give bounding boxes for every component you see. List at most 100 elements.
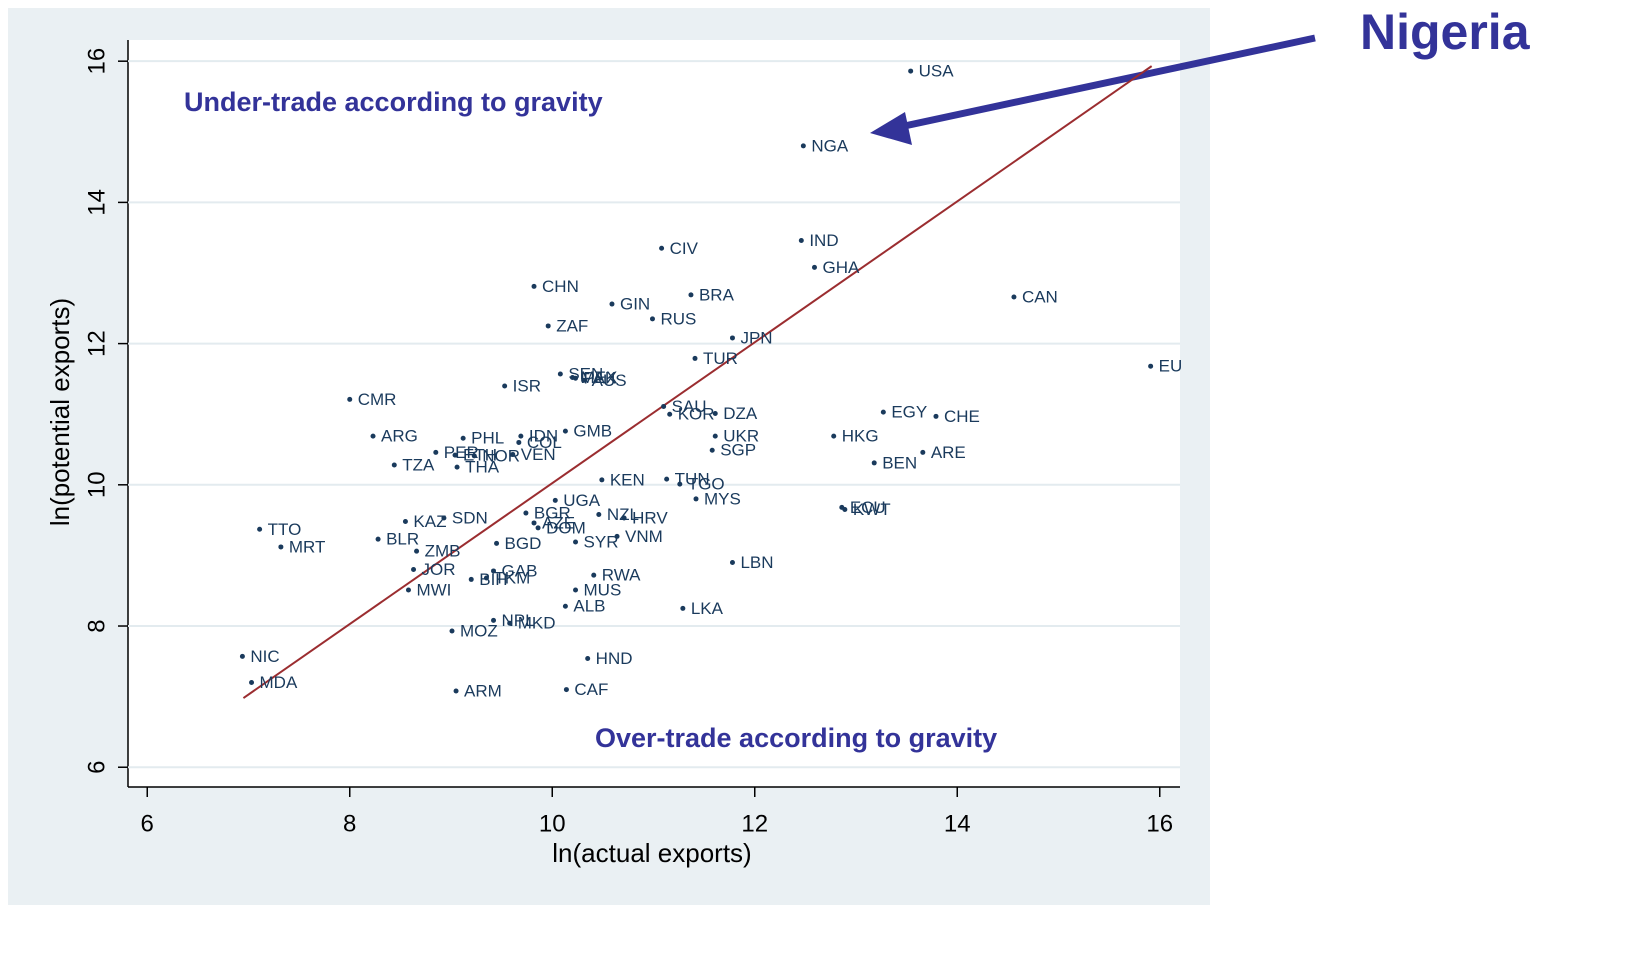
point bbox=[507, 620, 513, 626]
point-label: HND bbox=[596, 649, 633, 668]
point bbox=[677, 481, 683, 487]
point bbox=[518, 433, 524, 439]
point bbox=[402, 519, 408, 525]
point-label: LKA bbox=[691, 599, 724, 618]
point bbox=[798, 238, 804, 244]
point bbox=[347, 396, 353, 402]
point bbox=[441, 515, 447, 521]
point bbox=[585, 655, 591, 661]
point-label: BLR bbox=[386, 530, 419, 549]
x-tick-label: 12 bbox=[741, 810, 768, 837]
point-label: RUS bbox=[660, 309, 696, 328]
point-label: EU bbox=[1159, 357, 1183, 376]
point bbox=[661, 403, 667, 409]
point-label: ZAF bbox=[556, 316, 588, 335]
point-label: ISR bbox=[513, 376, 541, 395]
point bbox=[491, 617, 497, 623]
point-label: JOR bbox=[422, 560, 456, 579]
point bbox=[692, 355, 698, 361]
point bbox=[609, 301, 615, 307]
point-label: MKD bbox=[518, 614, 556, 633]
point bbox=[557, 371, 563, 377]
arrow-head bbox=[870, 112, 912, 145]
point-label: SYR bbox=[584, 532, 619, 551]
point-label: NOR bbox=[482, 446, 520, 465]
point-label: COL bbox=[527, 433, 562, 452]
point bbox=[614, 533, 620, 539]
point-label: BRA bbox=[699, 285, 735, 304]
point-label: ALB bbox=[573, 597, 605, 616]
point-label: TZA bbox=[402, 456, 435, 475]
point-label: GAB bbox=[502, 561, 538, 580]
point bbox=[693, 496, 699, 502]
point bbox=[468, 576, 474, 582]
point bbox=[257, 526, 263, 532]
point bbox=[709, 447, 715, 453]
point bbox=[531, 283, 537, 289]
point-label: GHA bbox=[822, 258, 860, 277]
point bbox=[591, 572, 597, 578]
point bbox=[688, 292, 694, 298]
point-label: IND bbox=[809, 231, 838, 250]
x-tick-label: 8 bbox=[343, 810, 356, 837]
point-label: CIV bbox=[670, 239, 699, 258]
point-label: NZL bbox=[607, 505, 639, 524]
point bbox=[621, 515, 627, 521]
point-label: UKR bbox=[723, 427, 759, 446]
point bbox=[573, 375, 579, 381]
point-label: NIC bbox=[250, 647, 279, 666]
y-tick-label: 16 bbox=[83, 48, 110, 75]
point-label: HKG bbox=[842, 427, 879, 446]
point-label: ZMB bbox=[425, 542, 461, 561]
point-label: BIH bbox=[479, 570, 507, 589]
y-tick-label: 12 bbox=[83, 330, 110, 357]
point-label: ARE bbox=[931, 443, 966, 462]
point-label: SGP bbox=[720, 441, 756, 460]
point bbox=[581, 377, 587, 383]
point bbox=[573, 539, 579, 545]
point-label: USA bbox=[919, 62, 955, 81]
point-label: TUR bbox=[703, 349, 738, 368]
point-label: UGA bbox=[563, 491, 601, 510]
point-label: AUS bbox=[592, 371, 627, 390]
point bbox=[502, 383, 508, 389]
point bbox=[562, 603, 568, 609]
annotation: Nigeria bbox=[1360, 4, 1531, 60]
point-label: ETH bbox=[463, 446, 497, 465]
point-label: GMB bbox=[573, 422, 612, 441]
point bbox=[920, 449, 926, 455]
point-label: CHE bbox=[944, 407, 980, 426]
point-label: MDA bbox=[260, 673, 298, 692]
point-label: TUN bbox=[675, 470, 710, 489]
point bbox=[454, 464, 460, 470]
point-label: KAZ bbox=[413, 512, 446, 531]
point bbox=[552, 497, 558, 503]
point-label: LBN bbox=[740, 553, 773, 572]
point-label: ARG bbox=[381, 427, 418, 446]
point-label: BGR bbox=[534, 504, 571, 523]
point bbox=[831, 433, 837, 439]
point-label: BEN bbox=[882, 453, 917, 472]
x-tick-label: 16 bbox=[1146, 810, 1173, 837]
point-label: EGY bbox=[891, 403, 927, 422]
point bbox=[712, 411, 718, 416]
point bbox=[433, 449, 439, 455]
point-label: GIN bbox=[620, 295, 650, 314]
point-label: MOZ bbox=[460, 621, 498, 640]
y-tick-label: 10 bbox=[83, 471, 110, 498]
x-tick-label: 6 bbox=[141, 810, 154, 837]
point bbox=[494, 540, 500, 546]
point-label: VNM bbox=[625, 527, 663, 546]
point bbox=[510, 451, 516, 457]
point bbox=[545, 323, 551, 329]
point-label: IDN bbox=[529, 427, 558, 446]
point bbox=[375, 536, 381, 542]
point bbox=[491, 568, 497, 574]
y-axis-title: ln(potential exports) bbox=[45, 298, 75, 526]
point-label: CMR bbox=[358, 390, 397, 409]
point-label: KEN bbox=[610, 470, 645, 489]
point bbox=[411, 567, 417, 573]
point bbox=[933, 413, 939, 419]
fit-line bbox=[242, 65, 1153, 699]
point bbox=[278, 544, 284, 550]
